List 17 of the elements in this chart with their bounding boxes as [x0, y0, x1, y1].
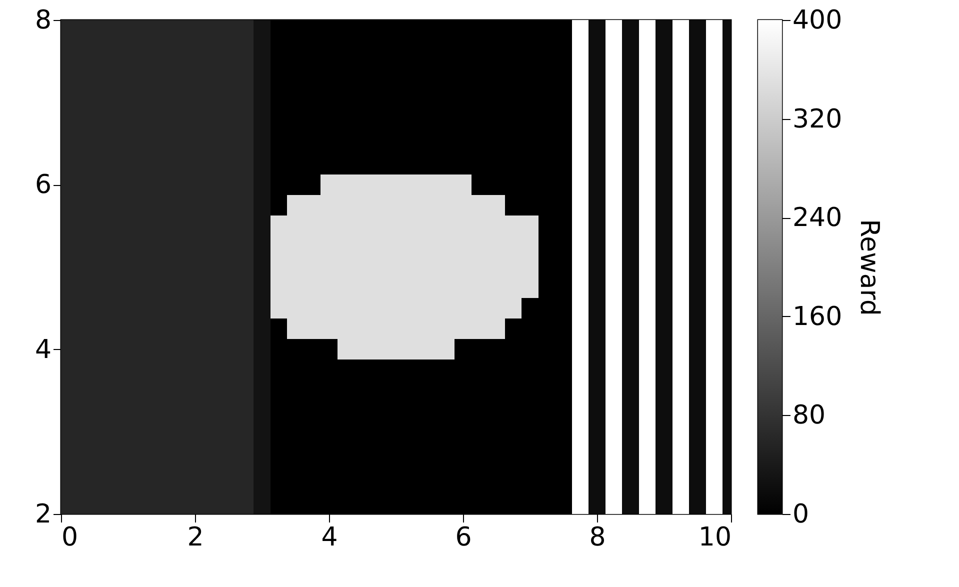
color-bar-label: 160 [792, 302, 842, 332]
color-bar-label: 0 [792, 500, 810, 530]
x-tick-label: 0 [62, 522, 78, 552]
color-bar-label: 400 [792, 6, 842, 36]
y-tick-label: 6 [34, 170, 52, 200]
color-bar-label: 320 [792, 104, 842, 134]
x-tick-label: 8 [589, 522, 606, 552]
x-tick-label: 4 [321, 522, 338, 552]
y-tick-label: 4 [34, 334, 52, 365]
y-tick-label: 8 [34, 6, 52, 36]
color-bar-label: 240 [792, 203, 842, 234]
color-bar-title: Reward [854, 219, 884, 316]
x-tick-label: 10 [698, 522, 732, 552]
x-tick-label: 2 [187, 522, 204, 552]
color-bar-label: 80 [792, 400, 826, 431]
x-tick-label: 6 [455, 522, 472, 552]
y-tick-label: 2 [34, 500, 52, 530]
